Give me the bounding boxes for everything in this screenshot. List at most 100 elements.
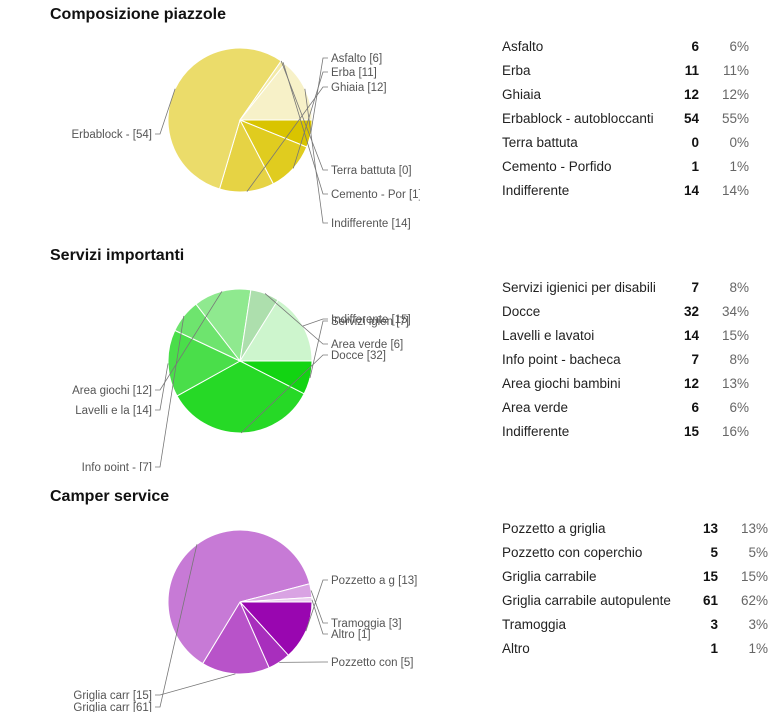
summary-label: Area verde	[502, 395, 664, 419]
summary-percent: 16%	[699, 419, 749, 443]
summary-label: Griglia carrabile	[502, 564, 685, 588]
chart-section-camper-service: Camper service Pozzetto a g [13]Pozzetto…	[0, 482, 784, 723]
summary-label: Lavelli e lavatoi	[502, 323, 664, 347]
callout-label-docce: Docce [32]	[331, 350, 386, 362]
summary-label: Servizi igienici per disabili	[502, 275, 664, 299]
summary-label: Cemento - Porfido	[502, 154, 664, 178]
summary-count: 14	[664, 178, 699, 202]
callout-label-erba: Erba [11]	[331, 67, 377, 79]
summary-count: 7	[664, 275, 699, 299]
summary-count: 15	[685, 564, 718, 588]
summary-percent: 3%	[718, 612, 768, 636]
callout-label-info-point-bacheca: Info point - [7]	[82, 462, 152, 471]
summary-label: Docce	[502, 299, 664, 323]
summary-count: 54	[664, 106, 699, 130]
chart-section-composizione-piazzole: Composizione piazzole Asfalto [6] Erba [1…	[0, 0, 784, 241]
summary-count: 6	[664, 395, 699, 419]
callout-label-lavelli-e-lavatoi: Lavelli e la [14]	[75, 405, 152, 417]
chart-title: Camper service	[50, 488, 169, 506]
summary-percent: 1%	[718, 636, 768, 660]
summary-percent: 13%	[699, 371, 749, 395]
chart-title: Composizione piazzole	[50, 6, 226, 24]
summary-count: 15	[664, 419, 699, 443]
pie-chart: Pozzetto a g [13]Pozzetto con [5]Griglia…	[40, 512, 420, 712]
callout-label-indifferente: Indifferente [14]	[331, 218, 411, 230]
summary-percent: 55%	[699, 106, 749, 130]
summary-label: Pozzetto con coperchio	[502, 540, 685, 564]
callout-label-area-verde: Area verde [6]	[331, 339, 403, 351]
summary-label: Tramoggia	[502, 612, 685, 636]
summary-percent: 34%	[699, 299, 749, 323]
summary-label: Terra battuta	[502, 130, 664, 154]
summary-label: Indifferente	[502, 419, 664, 443]
summary-percent: 8%	[699, 347, 749, 371]
callout-label-altro: Altro [1]	[331, 629, 371, 641]
summary-count: 12	[664, 371, 699, 395]
pie-chart: Asfalto [6] Erba [11] Ghiaia [12] Erbablock…	[40, 30, 420, 230]
callout-line-indifferente	[303, 319, 328, 326]
callout-line-asfalto	[311, 58, 328, 134]
callout-label-pozzetto-con-coperchio: Pozzetto con [5]	[331, 657, 413, 669]
summary-label: Pozzetto a griglia	[502, 516, 685, 540]
summary-label: Info point - bacheca	[502, 347, 664, 371]
summary-label: Ghiaia	[502, 82, 664, 106]
callout-label-asfalto: Asfalto [6]	[331, 53, 382, 65]
summary-percent: 15%	[718, 564, 768, 588]
summary-label: Erbablock - autobloccanti	[502, 106, 664, 130]
summary-percent: 15%	[699, 323, 749, 347]
summary-count: 6	[664, 34, 699, 58]
summary-count: 32	[664, 299, 699, 323]
summary-percent: 8%	[699, 275, 749, 299]
summary-count: 0	[664, 130, 699, 154]
summary-count: 3	[685, 612, 718, 636]
summary-percent: 0%	[699, 130, 749, 154]
summary-count: 61	[685, 588, 718, 612]
summary-count: 1	[685, 636, 718, 660]
summary-label: Area giochi bambini	[502, 371, 664, 395]
callout-label-griglia-carrabile: Griglia carr [15]	[73, 690, 152, 702]
callout-label-ghiaia: Ghiaia [12]	[331, 82, 387, 94]
callout-label-erbablock-autobloccanti: Erbablock - [54]	[71, 129, 152, 141]
summary-count: 11	[664, 58, 699, 82]
summary-count: 1	[664, 154, 699, 178]
summary-count: 14	[664, 323, 699, 347]
chart-title: Servizi importanti	[50, 247, 184, 265]
summary-count: 12	[664, 82, 699, 106]
summary-count: 7	[664, 347, 699, 371]
summary-percent: 6%	[699, 395, 749, 419]
summary-percent: 11%	[699, 58, 749, 82]
summary-label: Indifferente	[502, 178, 664, 202]
summary-percent: 14%	[699, 178, 749, 202]
summary-label: Griglia carrabile autopulente	[502, 588, 685, 612]
summary-percent: 13%	[718, 516, 768, 540]
pie-chart: Servizi igien [7]Docce [32]Lavelli e la …	[40, 271, 420, 471]
callout-label-terra-battuta: Terra battuta [0]	[331, 165, 412, 177]
summary-percent: 12%	[699, 82, 749, 106]
summary-percent: 1%	[699, 154, 749, 178]
callout-label-cemento-porfido: Cemento - Por [1]	[331, 189, 420, 201]
summary-count: 13	[685, 516, 718, 540]
callout-label-indifferente: Indifferente [15]	[331, 314, 411, 326]
callout-label-area-giochi-bambini: Area giochi [12]	[72, 385, 152, 397]
callout-line-lavelli-e-lavatoi	[155, 363, 168, 410]
chart-section-servizi-importanti: Servizi importanti Servizi igien [7]Docc…	[0, 241, 784, 482]
